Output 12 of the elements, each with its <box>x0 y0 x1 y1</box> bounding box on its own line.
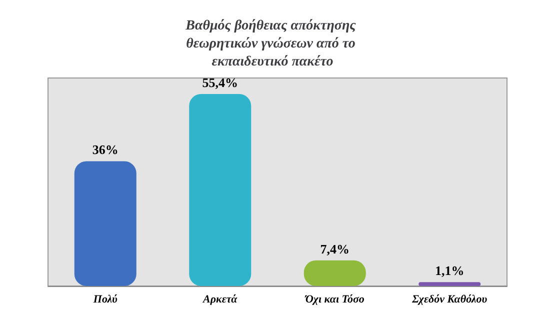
chart-title: Βαθμός βοήθειας απόκτησης θεωρητικών γνώσεων από το εκπαιδευτικό πακέτο <box>184 18 360 70</box>
x-tick-label: Σχεδόν Καθόλου <box>411 294 488 306</box>
bar <box>189 94 252 286</box>
data-label: 7,4% <box>320 241 350 256</box>
bar <box>74 161 136 286</box>
data-label: 55,4% <box>202 74 238 90</box>
bar <box>418 282 481 286</box>
x-tick-label: Αρκετά <box>202 294 238 306</box>
x-tick-label: Πολύ <box>92 294 118 306</box>
data-label: 1,1% <box>435 263 464 278</box>
data-label: 36% <box>92 142 118 158</box>
x-tick-label: Όχι και Τόσο <box>304 294 365 306</box>
